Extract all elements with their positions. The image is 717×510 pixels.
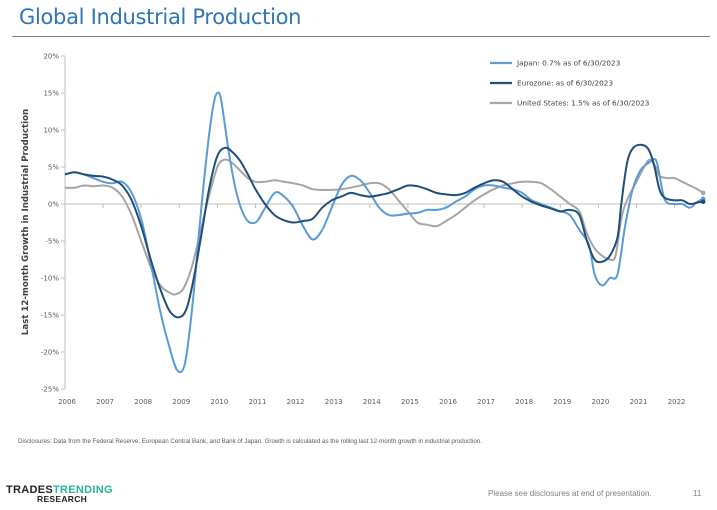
x-tick-label: 2009 [172, 398, 190, 406]
x-tick-label: 2011 [249, 398, 267, 406]
series-line-japan [64, 91, 704, 374]
x-tick-label: 2018 [515, 398, 533, 406]
y-tick-label: 20% [43, 53, 59, 61]
y-tick-label: -25% [41, 386, 59, 394]
disclosure-text: Disclosures: Data from the Federal Reser… [18, 438, 482, 445]
y-tick-label: 15% [43, 90, 59, 98]
logo-research: RESEARCH [37, 494, 88, 504]
x-tick-label: 2019 [553, 398, 571, 406]
y-tick-label: -5% [45, 238, 59, 246]
y-tick-label: 5% [48, 164, 59, 172]
x-tick-label: 2006 [58, 398, 76, 406]
series-line-eurozone [64, 143, 704, 319]
x-tick-label: 2008 [134, 398, 152, 406]
legend-label-japan: Japan: 0.7% as of 6/30/2023 [516, 59, 621, 68]
title-divider [12, 36, 710, 37]
x-tick-label: 2022 [668, 398, 686, 406]
page-title: Global Industrial Production [19, 5, 302, 29]
y-tick-label: 10% [43, 127, 59, 135]
page-number: 11 [693, 489, 702, 498]
y-tick-label: 0% [48, 201, 59, 209]
x-tick-label: 2016 [439, 398, 457, 406]
series-endpoint-united-states [700, 190, 706, 196]
series-line-united-states [64, 158, 704, 296]
x-tick-label: 2020 [591, 398, 609, 406]
x-tick-label: 2021 [630, 398, 648, 406]
y-axis-label: Last 12-month Growth in Industrial Produ… [21, 109, 31, 335]
x-tick-label: 2014 [363, 398, 381, 406]
y-tick-label: -10% [41, 275, 59, 283]
logo-trending: TRENDING [53, 484, 113, 496]
company-logo: TRADESTRENDING RESEARCH [6, 485, 113, 504]
legend-label-united-states: United States: 1.5% as of 6/30/2023 [517, 99, 650, 108]
footer-disclosure-note: Please see disclosures at end of present… [488, 489, 652, 498]
x-tick-label: 2010 [210, 398, 228, 406]
x-tick-label: 2017 [477, 398, 495, 406]
series-endpoint-eurozone [700, 199, 706, 205]
y-tick-label: -15% [41, 312, 59, 320]
x-tick-label: 2012 [287, 398, 305, 406]
logo-trades: TRADES [6, 484, 54, 496]
x-tick-label: 2007 [96, 398, 114, 406]
x-tick-label: 2015 [401, 398, 419, 406]
y-tick-label: -20% [41, 349, 59, 357]
legend-label-eurozone: Eurozone: as of 6/30/2023 [517, 79, 613, 88]
line-chart: 20% 15% 10% 5% 0% -5% -10% -15% -20% -25% 2006 200… [21, 53, 706, 406]
x-tick-label: 2013 [325, 398, 343, 406]
